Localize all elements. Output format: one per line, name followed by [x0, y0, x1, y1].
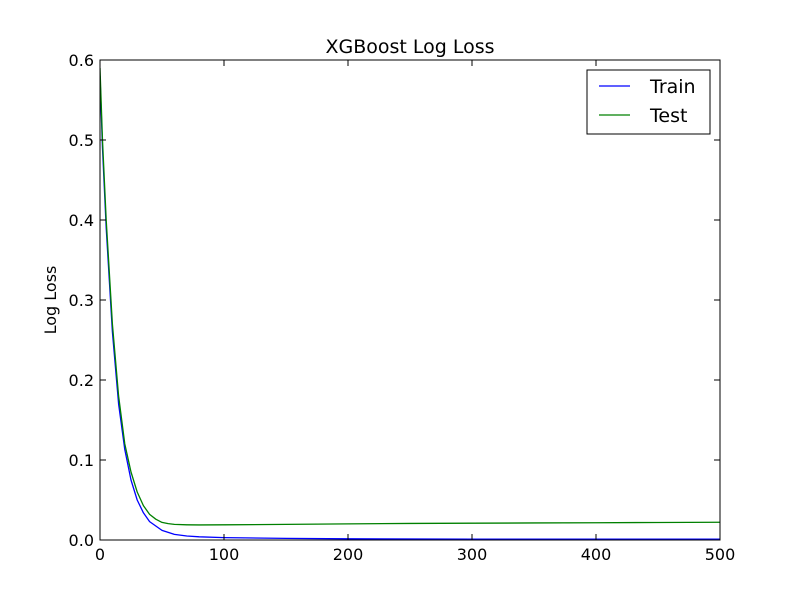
legend-label-test: Test	[649, 105, 687, 127]
y-tick-label: 0.5	[69, 131, 94, 150]
x-tick-label: 100	[209, 545, 240, 564]
y-tick-label: 0.3	[69, 291, 94, 310]
y-tick-label: 0.1	[69, 451, 94, 470]
x-tick-label: 0	[95, 545, 105, 564]
x-tick-label: 300	[457, 545, 488, 564]
series-line-train	[100, 75, 720, 540]
x-tick-label: 500	[705, 545, 736, 564]
x-tick-label: 400	[581, 545, 612, 564]
y-tick-label: 0.0	[69, 531, 94, 550]
y-axis-label: Log Loss	[41, 266, 60, 335]
chart-title: XGBoost Log Loss	[325, 36, 494, 58]
x-tick-label: 200	[333, 545, 364, 564]
series-line-test	[100, 67, 720, 526]
legend-label-train: Train	[649, 76, 696, 98]
legend-box	[586, 69, 711, 135]
y-tick-label: 0.6	[69, 51, 94, 70]
plot-area: 0 100 200 300 400 500 0.0 0.1 0.2 0.3 0.4 0.5 0.6 Tra…	[69, 51, 736, 564]
y-tick-label: 0.4	[69, 211, 94, 230]
y-tick-label: 0.2	[69, 371, 94, 390]
